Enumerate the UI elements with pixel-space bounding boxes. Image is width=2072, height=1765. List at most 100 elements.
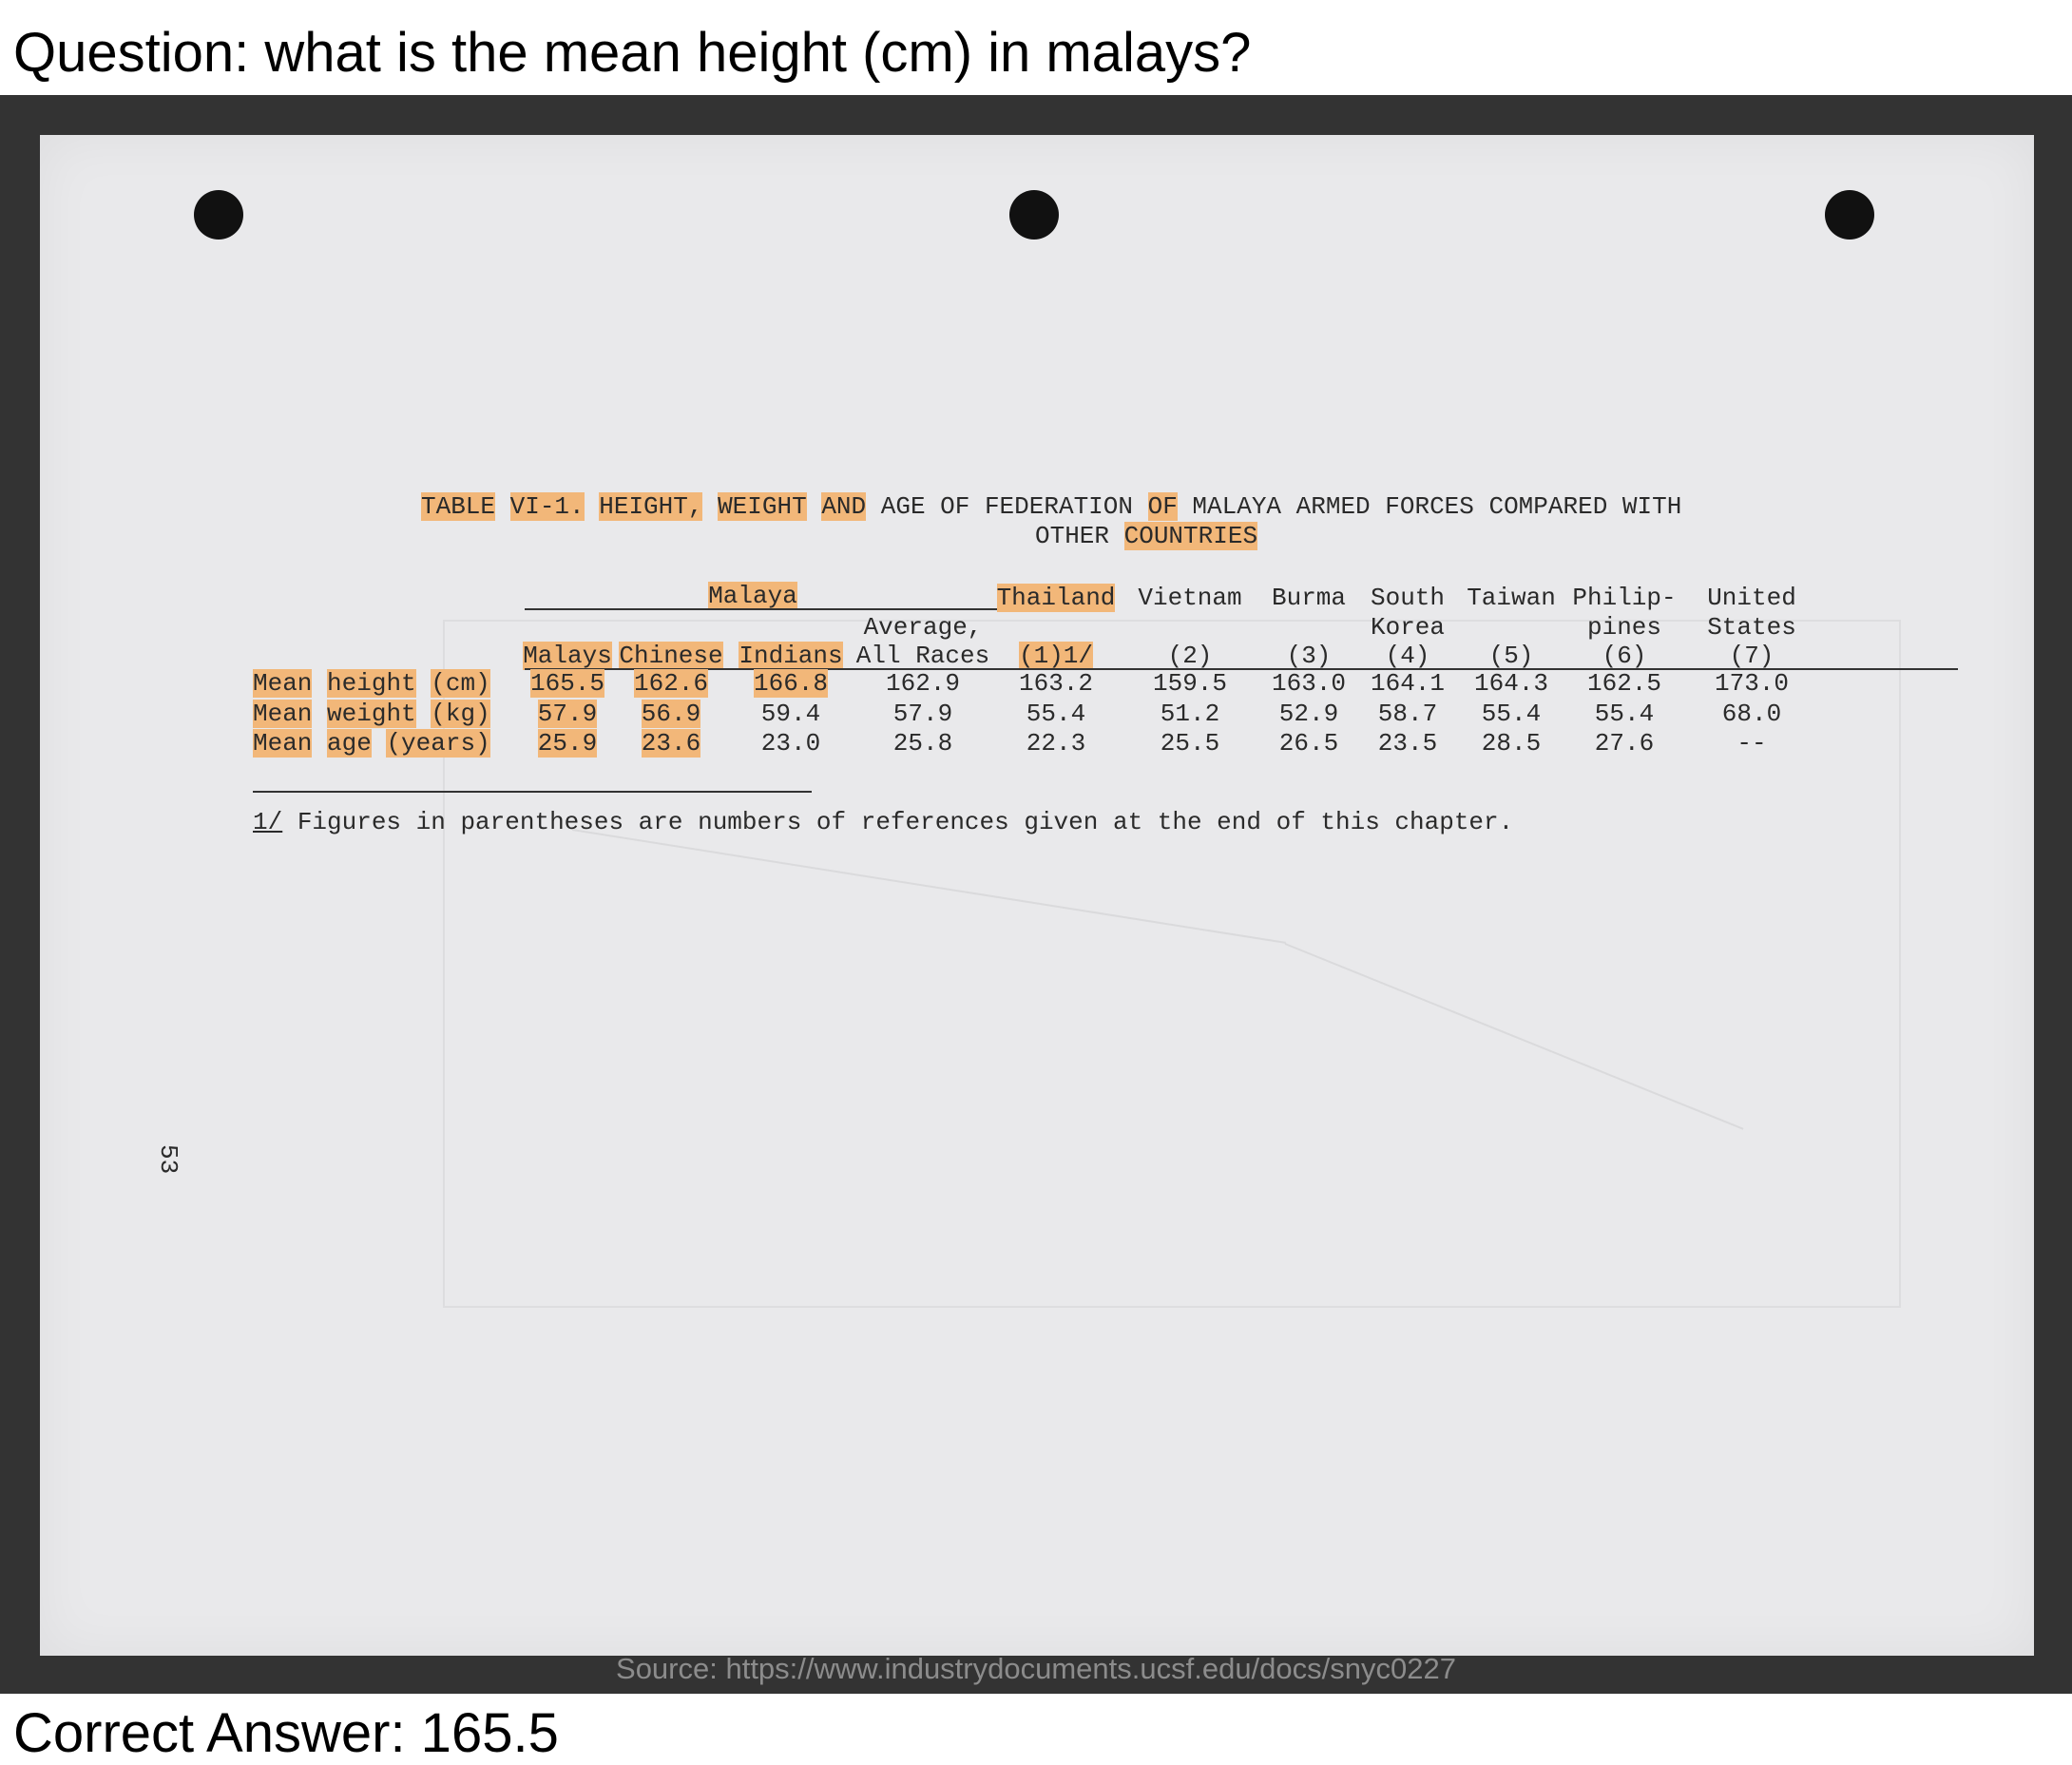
cell-value: 162.6 [633,669,708,698]
footnote-mark: 1/ [253,808,283,836]
cell-value: 25.9 [537,729,598,758]
column-header-text: Chinese [619,642,723,670]
table-cell: 55.4 [1548,700,1700,728]
column-header: Chinese [585,642,757,670]
column-header-text: All Races [855,642,990,670]
footnote-text: Figures in parentheses are numbers of re… [282,808,1514,836]
table-cell: 28.5 [1435,729,1587,758]
table-cell: 162.6 [595,669,747,698]
title-word: MALAYA ARMED FORCES COMPARED WITH [1192,492,1682,521]
column-header: United [1666,584,1837,612]
cell-value: 59.4 [760,700,821,728]
column-header: Vietnam [1104,584,1276,612]
column-header-text: Taiwan [1467,584,1556,612]
column-header: Burma [1223,584,1394,612]
table-cell: 163.2 [980,669,1132,698]
bleed-through-shape [443,620,1901,1308]
cell-value: 51.2 [1160,700,1220,728]
table-cell: 68.0 [1676,700,1828,728]
header-rule [525,668,1958,670]
cell-value: 27.6 [1594,729,1655,758]
table-cell: 57.9 [847,700,999,728]
column-header-text: Burma [1271,584,1346,612]
table-cell: 23.6 [595,729,747,758]
table-cell: 58.7 [1332,700,1484,728]
column-header: (5) [1426,642,1597,670]
cell-value: 163.2 [1018,669,1093,698]
column-header: (1)1/ [970,642,1142,670]
table-cell: 159.5 [1114,669,1266,698]
table-cell: 59.4 [715,700,867,728]
column-header-text: (5) [1488,642,1534,670]
column-header: South [1322,584,1493,612]
table-title-line-2: OTHER COUNTRIES [1035,522,1258,550]
column-header-text: Malays [523,642,612,670]
table-cell: 164.3 [1435,669,1587,698]
punch-hole [194,190,243,240]
cell-value: 26.5 [1278,729,1339,758]
column-header-text: United [1707,584,1796,612]
row-label-word: (cm) [431,669,490,698]
cell-value: 68.0 [1721,700,1782,728]
column-header: Average, [837,613,1008,642]
column-header: (6) [1539,642,1710,670]
table-cell: 166.8 [715,669,867,698]
cell-value: 165.5 [529,669,604,698]
cell-value: 22.3 [1026,729,1086,758]
table-cell: 25.9 [491,729,643,758]
column-header: Korea [1322,613,1493,642]
punch-hole [1825,190,1874,240]
cell-value: 25.8 [892,729,953,758]
table-cell: 26.5 [1233,729,1385,758]
row-label-word: (years) [386,729,490,758]
column-header-text: pines [1586,613,1661,642]
cell-value: 52.9 [1278,700,1339,728]
column-header-text: (2) [1167,642,1213,670]
title-word: TABLE [421,492,496,521]
table-cell: 27.6 [1548,729,1700,758]
cell-value: 163.0 [1271,669,1346,698]
column-header-text: Indians [739,642,843,670]
column-header: Indians [705,642,876,670]
column-header-text: Philip- [1572,584,1677,612]
column-header-text: South [1370,584,1445,612]
column-header: (4) [1322,642,1493,670]
column-header: Malays [482,642,653,670]
cell-value: 164.1 [1370,669,1445,698]
source-url: Source: https://www.industrydocuments.uc… [616,1652,1456,1685]
cell-value: 56.9 [641,700,701,728]
table-cell: 22.3 [980,729,1132,758]
column-header: States [1666,613,1837,642]
column-header-text: (4) [1385,642,1430,670]
column-header-text: (7) [1729,642,1775,670]
column-header: (3) [1223,642,1394,670]
column-header-text: (3) [1286,642,1332,670]
group-label: Malaya [708,582,797,610]
answer-text: Correct Answer: 165.5 [13,1702,559,1764]
table-cell: 165.5 [491,669,643,698]
cell-value: 162.9 [885,669,960,698]
title-word: OF [1147,492,1178,521]
row-label: Mean height (cm) [253,669,490,698]
document-page: 53 TABLE VI-1. HEIGHT, WEIGHT AND AGE OF… [40,135,2034,1656]
column-header: pines [1539,613,1710,642]
row-label-word: height [327,669,416,698]
title-word: AND [821,492,867,521]
cell-value: 28.5 [1481,729,1542,758]
table-cell: 57.9 [491,700,643,728]
cell-value: 57.9 [537,700,598,728]
column-header: (2) [1104,642,1276,670]
cell-value: 173.0 [1714,669,1789,698]
table-title-line-1: TABLE VI-1. HEIGHT, WEIGHT AND AGE OF FE… [421,492,1681,521]
question-text: Question: what is the mean height (cm) i… [13,22,1252,84]
table-cell: 162.9 [847,669,999,698]
table-cell: 162.5 [1548,669,1700,698]
cell-value: 58.7 [1377,700,1438,728]
page-number: 53 [154,1144,182,1175]
table-cell: 25.8 [847,729,999,758]
cell-value: 166.8 [753,669,828,698]
column-header: Philip- [1539,584,1710,612]
cell-value: 23.5 [1377,729,1438,758]
row-label-word: weight [327,700,416,728]
cell-value: 23.0 [760,729,821,758]
